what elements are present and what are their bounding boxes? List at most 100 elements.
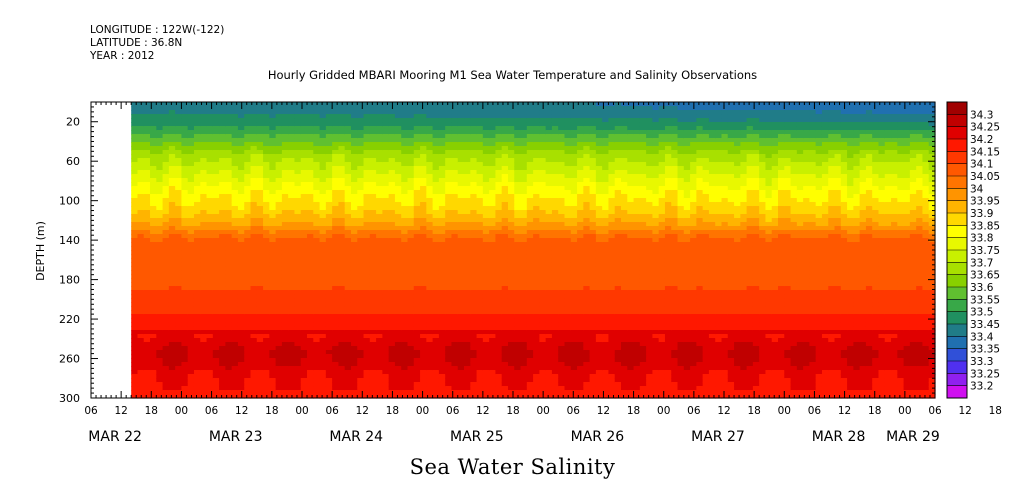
salinity-cell (357, 254, 365, 259)
salinity-cell (507, 226, 515, 231)
salinity-cell (332, 206, 340, 211)
salinity-cell (269, 330, 277, 335)
salinity-cell (514, 330, 522, 335)
salinity-cell (325, 310, 333, 315)
salinity-cell (357, 346, 365, 351)
salinity-cell (545, 106, 553, 111)
salinity-cell (231, 174, 239, 179)
salinity-cell (526, 190, 534, 195)
salinity-cell (394, 186, 402, 191)
salinity-cell (263, 234, 270, 239)
salinity-cell (281, 366, 289, 371)
salinity-cell (256, 146, 264, 151)
salinity-cell (212, 194, 220, 199)
salinity-cell (244, 102, 252, 107)
salinity-cell (313, 330, 321, 335)
salinity-cell (357, 298, 365, 303)
salinity-cell (426, 394, 434, 399)
salinity-cell (250, 382, 258, 387)
salinity-cell (206, 142, 214, 147)
salinity-cell (438, 198, 446, 203)
salinity-cell (319, 174, 327, 179)
salinity-cell (413, 158, 421, 163)
salinity-cell (175, 290, 183, 295)
salinity-cell (350, 318, 358, 323)
salinity-cell (256, 262, 264, 267)
salinity-cell (168, 262, 176, 267)
salinity-cell (388, 126, 396, 131)
salinity-cell (376, 290, 383, 295)
salinity-cell (357, 330, 365, 335)
salinity-cell (344, 126, 352, 131)
salinity-cell (501, 238, 509, 243)
salinity-cell (432, 390, 440, 395)
salinity-cell (476, 334, 484, 339)
salinity-cell (489, 290, 497, 295)
salinity-cell (489, 334, 497, 339)
salinity-cell (206, 106, 214, 111)
salinity-cell (464, 338, 471, 343)
salinity-cell (507, 202, 515, 207)
salinity-cell (401, 162, 409, 167)
salinity-cell (376, 214, 383, 219)
salinity-cell (482, 326, 490, 331)
salinity-cell (294, 218, 302, 223)
salinity-cell (338, 302, 346, 307)
salinity-cell (401, 206, 409, 211)
salinity-cell (533, 282, 540, 287)
salinity-cell (307, 214, 314, 219)
salinity-cell (275, 162, 283, 167)
salinity-cell (131, 218, 139, 223)
salinity-cell (319, 382, 327, 387)
salinity-cell (420, 218, 427, 223)
salinity-cell (325, 314, 333, 319)
salinity-cell (181, 190, 189, 195)
salinity-cell (363, 194, 371, 199)
salinity-cell (464, 214, 471, 219)
salinity-cell (401, 166, 409, 171)
salinity-cell (200, 126, 208, 131)
salinity-cell (539, 230, 547, 235)
salinity-cell (131, 374, 139, 379)
salinity-cell (294, 318, 302, 323)
salinity-cell (357, 274, 365, 279)
salinity-cell (489, 222, 497, 227)
salinity-cell (551, 138, 559, 143)
salinity-cell (394, 382, 402, 387)
salinity-cell (313, 134, 321, 139)
salinity-cell (382, 258, 390, 263)
salinity-cell (168, 190, 176, 195)
salinity-cell (332, 106, 340, 111)
salinity-cell (394, 258, 402, 263)
salinity-cell (187, 302, 195, 307)
salinity-cell (206, 282, 214, 287)
salinity-cell (357, 102, 365, 107)
salinity-cell (388, 258, 396, 263)
salinity-cell (244, 246, 252, 251)
salinity-cell (187, 118, 195, 123)
salinity-cell (451, 334, 459, 339)
salinity-cell (464, 134, 471, 139)
salinity-cell (244, 122, 252, 127)
salinity-cell (332, 266, 340, 271)
salinity-cell (363, 286, 371, 291)
salinity-cell (533, 206, 540, 211)
salinity-cell (332, 250, 340, 255)
salinity-cell (313, 174, 321, 179)
salinity-cell (313, 314, 321, 319)
salinity-cell (344, 206, 352, 211)
salinity-cell (363, 146, 371, 151)
salinity-cell (489, 118, 497, 123)
salinity-cell (432, 342, 440, 347)
salinity-cell (376, 182, 383, 187)
salinity-cell (394, 138, 402, 143)
salinity-cell (244, 218, 252, 223)
salinity-cell (514, 358, 522, 363)
salinity-cell (413, 206, 421, 211)
salinity-cell (369, 106, 377, 111)
salinity-cell (438, 290, 446, 295)
salinity-cell (401, 254, 409, 259)
salinity-cell (344, 134, 352, 139)
salinity-cell (168, 210, 176, 215)
salinity-cell (363, 170, 371, 175)
